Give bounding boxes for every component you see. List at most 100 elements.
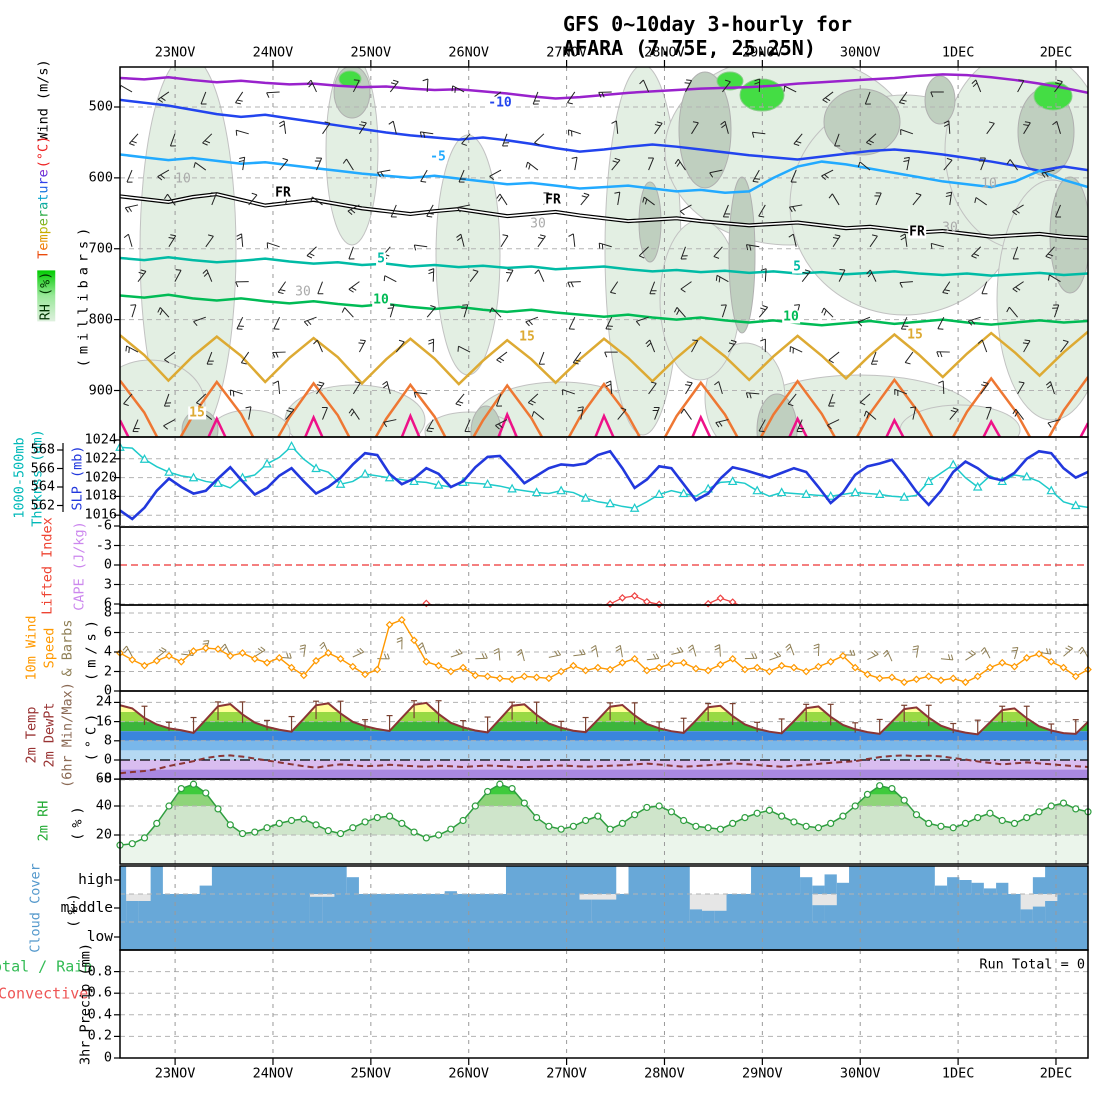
contour-label: FR bbox=[274, 185, 292, 201]
pressure-tick-label: 600 bbox=[88, 169, 113, 186]
date-label-top: 30NOV bbox=[839, 44, 881, 61]
lifted-index-cape-panel bbox=[120, 525, 1088, 609]
date-label-bottom: 2DEC bbox=[1039, 1065, 1073, 1082]
wind10m-unit-label: (m/s) bbox=[83, 615, 100, 681]
lifted-index-axis-label: Lifted Index bbox=[39, 517, 56, 615]
contour-label: 10 bbox=[175, 171, 191, 187]
slp-tick-label: 1024 bbox=[84, 431, 117, 448]
temp-unit-axis-label: (°C) bbox=[35, 135, 52, 169]
rh2m-axis-label: 2m RH bbox=[35, 800, 52, 842]
slp-tick-label: 1018 bbox=[84, 487, 117, 504]
precip-tick-label: 0 bbox=[103, 1049, 112, 1066]
contour-label: 10 bbox=[782, 309, 800, 325]
pressure-tick-label: 900 bbox=[88, 381, 113, 398]
date-label-top: 25NOV bbox=[350, 44, 392, 61]
contour-label: 15 bbox=[906, 327, 924, 343]
slp-tick-label: 1016 bbox=[84, 506, 117, 523]
wind-axis-label: Wind (m/s) bbox=[35, 59, 52, 141]
date-label-bottom: 27NOV bbox=[546, 1065, 587, 1082]
contour-label: 30 bbox=[530, 216, 546, 232]
temperature-axis-label: Temperature bbox=[35, 169, 52, 259]
cloud-row-label-high: high bbox=[78, 871, 113, 888]
t2m-tick-label: -8 bbox=[95, 770, 112, 787]
contour-label: 5 bbox=[376, 251, 386, 267]
wind10m-panel bbox=[116, 605, 1092, 691]
thickness-tick-label: 568 bbox=[30, 441, 55, 458]
axis-ticks bbox=[57, 60, 1057, 1065]
precip-tick-label: 0.6 bbox=[87, 984, 112, 1001]
contour-label: 10 bbox=[372, 292, 390, 308]
date-label-top: 27NOV bbox=[546, 44, 587, 61]
run-total-annotation: Run Total = 0 bbox=[979, 956, 1085, 973]
rh2m-unit-label: (%) bbox=[69, 801, 86, 841]
lifted-index-tick-label: 0 bbox=[103, 556, 112, 573]
date-label-top: 24NOV bbox=[252, 44, 294, 61]
contour-label: 30 bbox=[295, 284, 311, 300]
lifted-index-tick-label: -6 bbox=[95, 517, 112, 534]
contour-label: 5 bbox=[792, 259, 802, 275]
slp-axis-label: SLP (mb) bbox=[69, 445, 86, 511]
date-label-bottom: 25NOV bbox=[350, 1065, 392, 1082]
contour-label: 30 bbox=[942, 220, 958, 236]
contour-label: 10 bbox=[981, 176, 997, 192]
slp-thickness-panel bbox=[115, 437, 1089, 527]
slp-tick-label: 1022 bbox=[84, 450, 117, 467]
t2m-axis-label-1: 2m Temp bbox=[23, 706, 40, 764]
precip-panel bbox=[120, 950, 1088, 1058]
precip-axis-label: 3hr Precip (mm) bbox=[77, 943, 94, 1065]
lifted-index-tick-label: -3 bbox=[95, 536, 112, 553]
rh2m-tick-label: 60 bbox=[95, 770, 112, 787]
precip-convective-label: Convective bbox=[0, 984, 89, 1003]
precip-total-label: Total / Rain bbox=[0, 957, 93, 976]
rh2m-tick-label: 20 bbox=[95, 826, 112, 843]
date-label-bottom: 23NOV bbox=[154, 1065, 196, 1082]
cloud-row-label-middle: middle bbox=[60, 899, 113, 916]
date-label-bottom: 26NOV bbox=[448, 1065, 490, 1082]
wind10m-tick-label: 6 bbox=[103, 623, 112, 640]
thickness-axis-label-1: 1000-500mb bbox=[11, 437, 28, 519]
thickness-tick-label: 562 bbox=[30, 496, 55, 513]
date-label-bottom: 30NOV bbox=[839, 1065, 881, 1082]
wind10m-tick-label: 8 bbox=[103, 604, 112, 621]
t2m-tick-label: 24 bbox=[95, 693, 112, 710]
wind10m-axis-label-1: 10m Wind bbox=[23, 615, 40, 681]
date-label-bottom: 1DEC bbox=[941, 1065, 975, 1082]
t2m-tick-label: 8 bbox=[103, 732, 112, 749]
pressure-tick-label: 700 bbox=[88, 240, 113, 256]
date-label-top: 23NOV bbox=[154, 44, 196, 61]
precip-tick-label: 0.4 bbox=[87, 1006, 112, 1023]
thickness-tick-label: 566 bbox=[30, 459, 55, 476]
contour-label: -10 bbox=[487, 95, 513, 111]
date-label-top: 26NOV bbox=[448, 44, 490, 61]
rh2m-tick-label: 40 bbox=[95, 797, 112, 814]
t2m-axis-label-3: (6hr Min/Max) bbox=[59, 682, 76, 788]
t2m-panel bbox=[119, 691, 1089, 779]
lifted-index-tick-label: 6 bbox=[103, 595, 112, 612]
rh2m-panel bbox=[116, 779, 1092, 864]
cloud-panel bbox=[120, 866, 1088, 950]
slp-tick-label: 1020 bbox=[84, 468, 117, 485]
wind10m-tick-label: 2 bbox=[103, 662, 112, 679]
wind10m-axis-label-2: Speed bbox=[41, 627, 58, 669]
date-label-top: 1DEC bbox=[941, 44, 975, 61]
date-label-top: 29NOV bbox=[742, 44, 783, 61]
precip-tick-label: 0.8 bbox=[87, 962, 112, 979]
t2m-axis-label-2: 2m DewPt bbox=[41, 702, 58, 768]
contour-label: FR bbox=[908, 224, 926, 240]
upper-air-panel bbox=[120, 67, 1088, 437]
rh-legend-label: RH (%) bbox=[37, 270, 55, 322]
date-label-bottom: 24NOV bbox=[252, 1065, 294, 1082]
date-label-top: 28NOV bbox=[644, 44, 685, 61]
date-label-bottom: 28NOV bbox=[644, 1065, 685, 1082]
thickness-tick-label: 564 bbox=[30, 478, 55, 495]
pressure-tick-label: 500 bbox=[88, 98, 113, 115]
contour-label: FR bbox=[544, 192, 562, 208]
cloud-row-label-low: low bbox=[86, 928, 113, 945]
contour-label: 15 bbox=[188, 405, 206, 421]
page-title: GFS 0~10day 3-hourly for AFARA (7.75E, 2… bbox=[563, 12, 852, 60]
t2m-tick-label: 16 bbox=[95, 712, 112, 729]
wind10m-tick-label: 0 bbox=[103, 682, 112, 699]
cloud-axis-label: Cloud Cover bbox=[27, 863, 44, 953]
